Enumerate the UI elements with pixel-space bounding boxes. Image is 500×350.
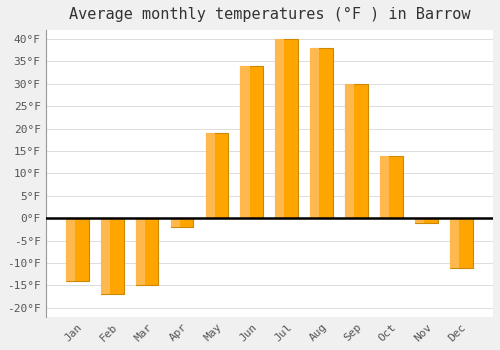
Bar	[136, 218, 145, 286]
Bar	[276, 39, 298, 218]
Bar	[450, 218, 459, 267]
Bar	[66, 218, 75, 281]
Bar	[346, 84, 354, 218]
Bar	[310, 48, 320, 218]
Bar	[380, 155, 390, 218]
Bar	[415, 218, 424, 223]
Bar	[276, 39, 284, 218]
Bar	[170, 218, 179, 227]
Bar	[346, 84, 368, 218]
Title: Average monthly temperatures (°F ) in Barrow: Average monthly temperatures (°F ) in Ba…	[68, 7, 470, 22]
Bar	[206, 133, 214, 218]
Bar	[450, 218, 472, 267]
Bar	[415, 218, 438, 223]
Bar	[170, 218, 194, 227]
Bar	[240, 66, 250, 218]
Bar	[101, 218, 124, 294]
Bar	[136, 218, 158, 286]
Bar	[240, 66, 263, 218]
Bar	[310, 48, 333, 218]
Bar	[380, 155, 403, 218]
Bar	[101, 218, 110, 294]
Bar	[206, 133, 229, 218]
Bar	[66, 218, 88, 281]
